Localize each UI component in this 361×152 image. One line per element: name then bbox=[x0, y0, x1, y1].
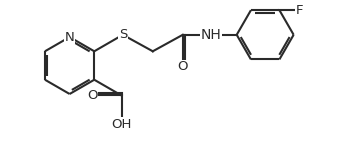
Text: F: F bbox=[296, 4, 303, 17]
Text: NH: NH bbox=[201, 28, 222, 42]
Text: OH: OH bbox=[111, 118, 132, 131]
Text: O: O bbox=[178, 60, 188, 73]
Text: N: N bbox=[65, 31, 74, 43]
Text: O: O bbox=[87, 89, 97, 102]
Text: S: S bbox=[119, 28, 127, 41]
